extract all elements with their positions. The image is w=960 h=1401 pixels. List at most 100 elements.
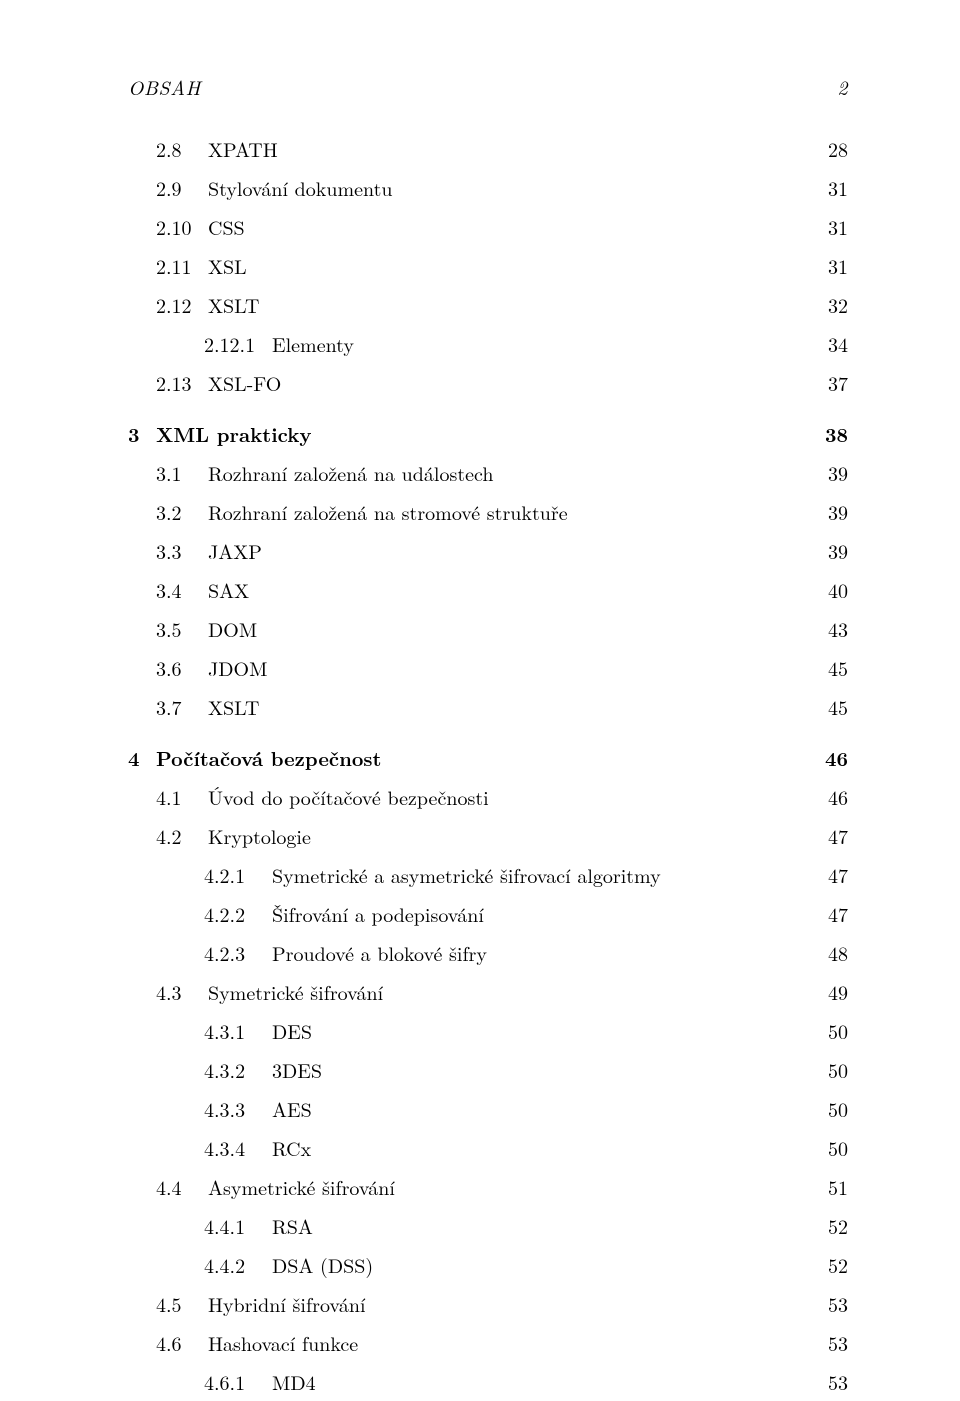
toc-label: 2.12XSLT (156, 285, 259, 324)
toc-label: 2.12.1Elementy (204, 324, 354, 363)
toc-page: 53 (804, 1362, 848, 1401)
toc-page: 46 (804, 738, 848, 777)
toc-label: 2.8XPATH (156, 129, 278, 168)
toc-label: 3.3JAXP (156, 531, 262, 570)
toc-label: 2.9Stylování dokumentu (156, 168, 392, 207)
toc-entry: 2.10CSS 31 (128, 207, 848, 246)
toc-entry: 3.6JDOM 45 (128, 648, 848, 687)
toc-page: 45 (804, 648, 848, 687)
toc-label: 4.2Kryptologie (156, 816, 311, 855)
toc-page: 38 (804, 414, 848, 453)
toc-entry: 4.4Asymetrické šifrování 51 (128, 1167, 848, 1206)
toc-entry: 4.4.1RSA 52 (128, 1206, 848, 1245)
toc-page: 39 (804, 531, 848, 570)
toc-chapter: 4Počítačová bezpečnost 46 (128, 738, 848, 777)
toc-label: 4.3.4RCx (204, 1128, 311, 1167)
toc-page: 40 (804, 570, 848, 609)
toc-label: 2.13XSL-FO (156, 363, 281, 402)
toc-entry: 2.12.1Elementy 34 (128, 324, 848, 363)
toc-entry: 3.2Rozhraní založená na stromové struktu… (128, 492, 848, 531)
toc-entry: 4.6.1MD4 53 (128, 1362, 848, 1401)
toc-entry: 4.4.2DSA (DSS) 52 (128, 1245, 848, 1284)
toc-page: 49 (804, 972, 848, 1011)
toc-page: 45 (804, 687, 848, 726)
header-right: 2 (837, 72, 848, 101)
toc-entry: 4.2.2Šifrování a podepisování 47 (128, 894, 848, 933)
toc-entry: 2.12XSLT 32 (128, 285, 848, 324)
toc-page: 43 (804, 609, 848, 648)
toc-label: 4.1Úvod do počítačové bezpečnosti (156, 777, 489, 816)
toc-entry: 3.7XSLT 45 (128, 687, 848, 726)
toc-entry: 4.1Úvod do počítačové bezpečnosti 46 (128, 777, 848, 816)
toc-label: 4Počítačová bezpečnost (128, 738, 381, 777)
toc-label: 4.4.2DSA (DSS) (204, 1245, 373, 1284)
header-left: OBSAH (128, 72, 201, 101)
toc-entry: 2.11XSL 31 (128, 246, 848, 285)
toc-page: 28 (804, 129, 848, 168)
toc-page: 50 (804, 1128, 848, 1167)
toc-label: 3.1Rozhraní založená na událostech (156, 453, 493, 492)
toc-entry: 4.3Symetrické šifrování 49 (128, 972, 848, 1011)
toc-page: 31 (804, 168, 848, 207)
toc-label: 4.2.3Proudové a blokové šifry (204, 933, 487, 972)
toc-label: 3.2Rozhraní založená na stromové struktu… (156, 492, 568, 531)
toc-page: 37 (804, 363, 848, 402)
toc-chapter: 3XML prakticky 38 (128, 414, 848, 453)
toc-page: 50 (804, 1089, 848, 1128)
toc-page: 47 (804, 894, 848, 933)
toc-label: 4.2.2Šifrování a podepisování (204, 894, 484, 933)
toc-label: 3.6JDOM (156, 648, 267, 687)
toc-entry: 2.13XSL-FO 37 (128, 363, 848, 402)
toc-entry: 3.5DOM 43 (128, 609, 848, 648)
toc-entry: 4.3.3AES 50 (128, 1089, 848, 1128)
toc-label: 4.3.3AES (204, 1089, 312, 1128)
toc-label: 4.3Symetrické šifrování (156, 972, 383, 1011)
toc-label: 4.4.1RSA (204, 1206, 313, 1245)
toc-label: 3.7XSLT (156, 687, 259, 726)
toc-page: 31 (804, 207, 848, 246)
toc-label: 2.11XSL (156, 246, 247, 285)
toc-page: 46 (804, 777, 848, 816)
toc-entry: 4.2.3Proudové a blokové šifry 48 (128, 933, 848, 972)
toc-page: 48 (804, 933, 848, 972)
toc-page: 51 (804, 1167, 848, 1206)
toc-label: 2.10CSS (156, 207, 245, 246)
toc-label: 3.4SAX (156, 570, 249, 609)
toc-entry: 2.8XPATH 28 (128, 129, 848, 168)
toc-page: 47 (804, 855, 848, 894)
toc-page: 39 (804, 453, 848, 492)
toc-entry: 3.4SAX 40 (128, 570, 848, 609)
toc-entry: 4.5Hybridní šifrování 53 (128, 1284, 848, 1323)
toc-entry: 4.2Kryptologie 47 (128, 816, 848, 855)
toc-page: 32 (804, 285, 848, 324)
toc-entry: 4.2.1Symetrické a asymetrické šifrovací … (128, 855, 848, 894)
spacer (128, 726, 848, 738)
toc-label: 4.5Hybridní šifrování (156, 1284, 366, 1323)
toc-entry: 2.9Stylování dokumentu 31 (128, 168, 848, 207)
toc-label: 4.6Hashovací funkce (156, 1323, 358, 1362)
toc-label: 4.3.1DES (204, 1011, 312, 1050)
toc-page: 52 (804, 1206, 848, 1245)
toc-label: 4.3.23DES (204, 1050, 322, 1089)
toc-label: 4.6.1MD4 (204, 1362, 316, 1401)
toc-page: 47 (804, 816, 848, 855)
toc-entry: 4.3.4RCx 50 (128, 1128, 848, 1167)
toc-page: 34 (804, 324, 848, 363)
toc-page: 53 (804, 1284, 848, 1323)
toc-label: 4.2.1Symetrické a asymetrické šifrovací … (204, 855, 661, 894)
toc-entry: 4.3.1DES 50 (128, 1011, 848, 1050)
toc-page: 31 (804, 246, 848, 285)
spacer (128, 402, 848, 414)
toc-page: 52 (804, 1245, 848, 1284)
toc-entry: 3.3JAXP 39 (128, 531, 848, 570)
toc-page: 50 (804, 1050, 848, 1089)
toc-page: 53 (804, 1323, 848, 1362)
toc-page: 39 (804, 492, 848, 531)
toc-entry: 3.1Rozhraní založená na událostech 39 (128, 453, 848, 492)
toc-label: 3.5DOM (156, 609, 257, 648)
toc-label: 3XML prakticky (128, 414, 311, 453)
page: OBSAH 2 2.8XPATH 28 2.9Stylování dokumen… (0, 0, 960, 1360)
toc-page: 50 (804, 1011, 848, 1050)
toc-entry: 4.6Hashovací funkce 53 (128, 1323, 848, 1362)
toc-label: 4.4Asymetrické šifrování (156, 1167, 395, 1206)
